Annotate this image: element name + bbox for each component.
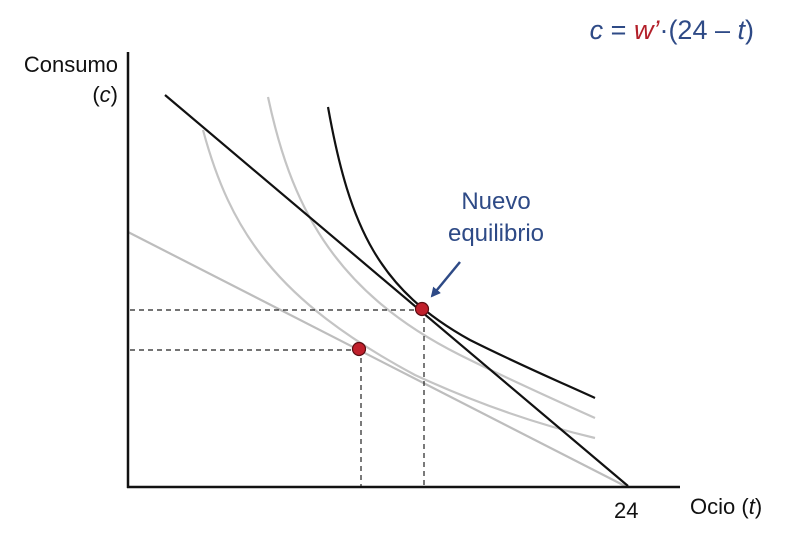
budget-equation: c = w’·(24 – t) <box>590 14 754 46</box>
y-axis-symbol-close: ) <box>110 82 118 107</box>
equation-leisure-symbol: t <box>737 15 745 45</box>
initial-equilibrium-point <box>351 341 367 357</box>
y-axis-symbol: c <box>99 82 111 107</box>
new-equilibrium-point <box>414 301 430 317</box>
indifference-curve-new <box>326 106 596 400</box>
annotation-line-1: Nuevo <box>461 188 531 215</box>
equation-consumption-symbol: c <box>589 15 604 45</box>
y-axis-label-text: Consumo <box>23 52 118 77</box>
budget-line-new <box>164 94 629 487</box>
y-axis-symbol-open: ( <box>92 82 100 107</box>
x-axis-symbol: t <box>748 494 755 519</box>
equation-wage-symbol: w’ <box>633 15 660 45</box>
equation-open: (24 – <box>668 15 738 45</box>
annotation-arrow <box>430 261 461 298</box>
equation-equals: = <box>603 15 634 45</box>
x-axis-label-text: Ocio ( <box>690 494 749 519</box>
y-axis-label: Consumo (c) <box>18 50 118 110</box>
indifference-curve-2 <box>266 96 596 420</box>
budget-line-initial <box>127 231 626 487</box>
equation-close: ) <box>745 15 754 45</box>
x-axis-label: Ocio (t) <box>690 494 762 520</box>
equation-dot: · <box>659 15 669 45</box>
x-axis-tick-24: 24 <box>614 498 639 523</box>
indifference-curve-1 <box>201 129 596 440</box>
annotation-line-2: equilibrio <box>447 220 545 247</box>
x-axis-label-close: ) <box>754 494 763 519</box>
new-equilibrium-annotation: Nuevo equilibrio <box>422 186 570 250</box>
